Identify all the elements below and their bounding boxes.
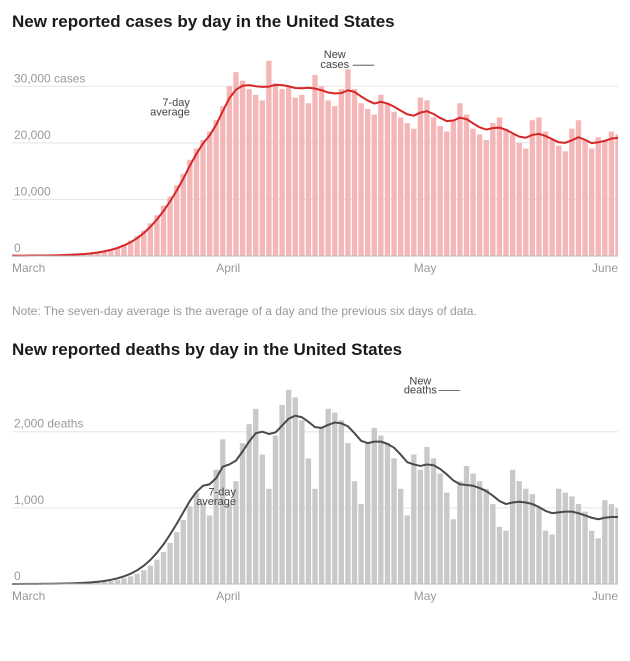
svg-text:June: June bbox=[592, 589, 618, 603]
svg-text:30,000 cases: 30,000 cases bbox=[14, 71, 85, 85]
footnote: Note: The seven-day average is the avera… bbox=[12, 304, 618, 318]
svg-text:April: April bbox=[216, 261, 240, 275]
svg-text:cases: cases bbox=[320, 59, 349, 71]
cases-chart-svg: 0 10,000 20,000 30,000 cases March April May Ju… bbox=[12, 38, 618, 286]
svg-text:May: May bbox=[414, 261, 437, 275]
svg-text:average: average bbox=[196, 496, 236, 508]
svg-text:March: March bbox=[12, 589, 45, 603]
cases-chart-title: New reported cases by day in the United … bbox=[12, 12, 618, 32]
svg-text:March: March bbox=[12, 261, 45, 275]
svg-text:0: 0 bbox=[14, 241, 21, 255]
svg-text:average: average bbox=[150, 107, 190, 119]
svg-text:10,000: 10,000 bbox=[14, 184, 51, 198]
cases-chart: 0 10,000 20,000 30,000 cases March April May Ju… bbox=[12, 38, 618, 286]
svg-text:20,000: 20,000 bbox=[14, 128, 51, 142]
svg-text:deaths: deaths bbox=[404, 385, 438, 397]
deaths-chart-svg: 01,0002,000 deathsMarchAprilMayJune7-day… bbox=[12, 366, 618, 614]
svg-text:May: May bbox=[414, 589, 437, 603]
deaths-chart: 01,0002,000 deathsMarchAprilMayJune7-day… bbox=[12, 366, 618, 614]
svg-text:April: April bbox=[216, 589, 240, 603]
svg-text:2,000 deaths: 2,000 deaths bbox=[14, 417, 83, 431]
cases-chart-block: New reported cases by day in the United … bbox=[12, 12, 618, 286]
deaths-chart-title: New reported deaths by day in the United… bbox=[12, 340, 618, 360]
svg-text:June: June bbox=[592, 261, 618, 275]
svg-text:0: 0 bbox=[14, 569, 21, 583]
svg-text:1,000: 1,000 bbox=[14, 493, 44, 507]
deaths-chart-block: New reported deaths by day in the United… bbox=[12, 340, 618, 614]
